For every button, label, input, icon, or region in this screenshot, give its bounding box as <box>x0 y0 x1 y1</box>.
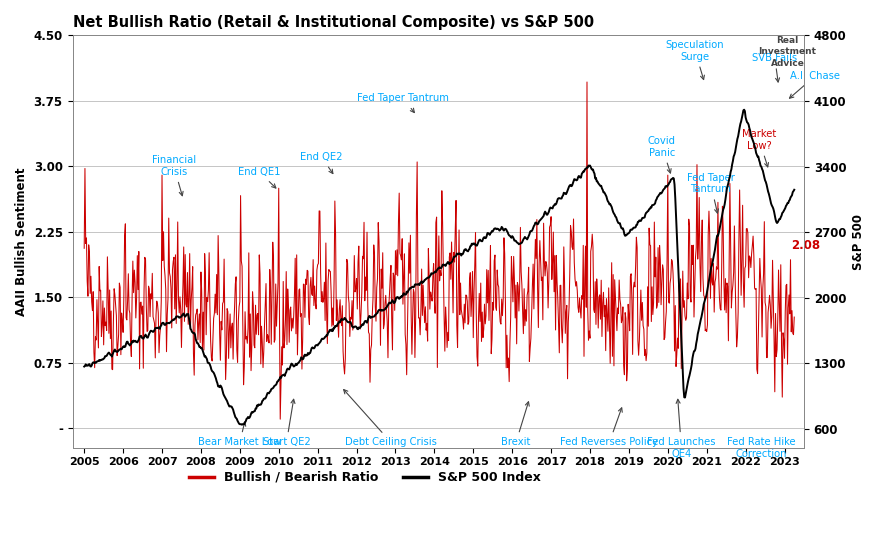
Text: End QE2: End QE2 <box>300 152 343 173</box>
Text: SVB Fails: SVB Fails <box>752 53 797 82</box>
Text: Real
Investment
Advice: Real Investment Advice <box>759 36 817 68</box>
Text: Fed Taper Tantrum: Fed Taper Tantrum <box>357 93 449 113</box>
Text: Financial
Crisis: Financial Crisis <box>151 155 195 196</box>
Text: Covid
Panic: Covid Panic <box>648 136 676 173</box>
Text: 2.08: 2.08 <box>791 238 821 251</box>
Text: Market
Low?: Market Low? <box>742 129 776 167</box>
Y-axis label: S&P 500: S&P 500 <box>852 214 865 270</box>
Y-axis label: AAII Bullish Sentiment: AAII Bullish Sentiment <box>15 167 28 316</box>
Text: Brexit: Brexit <box>502 402 531 447</box>
Text: Speculation
Surge: Speculation Surge <box>666 40 724 80</box>
Text: Trump Tax
Cuts: Trump Tax Cuts <box>0 548 1 549</box>
Legend: Bullish / Bearish Ratio, S&P 500 Index: Bullish / Bearish Ratio, S&P 500 Index <box>184 466 546 489</box>
Text: Debt Ceiling Crisis: Debt Ceiling Crisis <box>344 390 436 447</box>
Text: End QE1: End QE1 <box>238 167 281 188</box>
Text: Fed Launches
QE4: Fed Launches QE4 <box>647 399 715 459</box>
Text: Net Bullish Ratio (Retail & Institutional Composite) vs S&P 500: Net Bullish Ratio (Retail & Institutiona… <box>72 15 594 30</box>
Text: A.I. Chase: A.I. Chase <box>789 71 840 98</box>
Text: Fed Rate Hike
Correction: Fed Rate Hike Correction <box>727 437 796 459</box>
Text: Fed Taper
Tantrum: Fed Taper Tantrum <box>686 173 735 213</box>
Text: Start QE2: Start QE2 <box>262 399 311 447</box>
Text: Fed Reverses Policy: Fed Reverses Policy <box>561 408 658 447</box>
Text: Bear Market Low: Bear Market Low <box>198 422 282 447</box>
